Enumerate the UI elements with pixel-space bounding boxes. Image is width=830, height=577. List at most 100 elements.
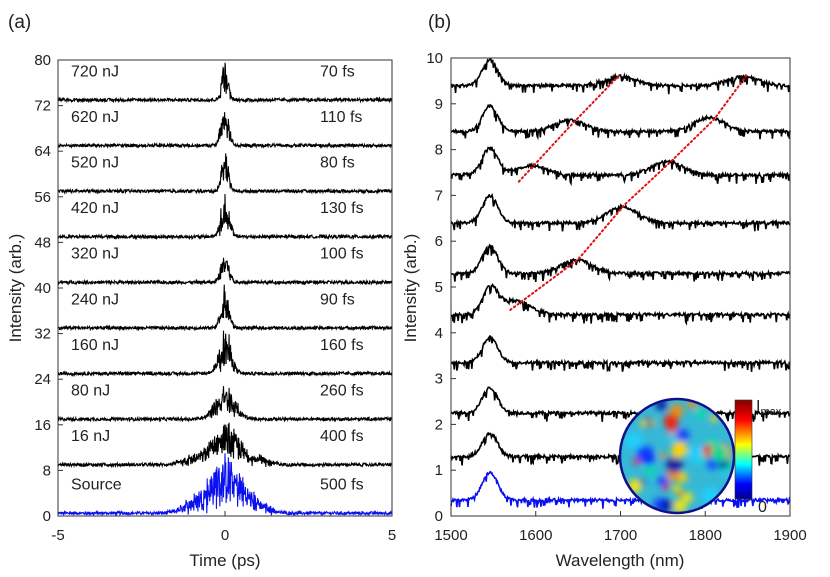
panel-b-x-ticks: 1500 1600 1700 1800 1900 — [434, 511, 807, 544]
panel-b-guide-line — [509, 73, 749, 311]
panel-a-y-tick-label: 8 — [43, 462, 51, 479]
panel-a-trace — [57, 257, 393, 286]
colorbar-max-label: Imax — [756, 398, 782, 418]
panel-a-y-tick-label: 56 — [34, 189, 51, 206]
panel-a-y-axis-label: Intensity (arb.) — [6, 234, 25, 343]
panel-b-spectrum — [450, 470, 791, 509]
inset-speckle — [633, 458, 640, 465]
panel-a-x-axis-label: Time (ps) — [189, 551, 260, 570]
trace-energy-label: 240 nJ — [71, 291, 119, 308]
panel-b-spectrum — [450, 193, 791, 232]
inset-speckle — [661, 499, 674, 513]
trace-energy-label: 160 nJ — [71, 337, 119, 354]
panel-b-y-tick-label: 3 — [435, 371, 443, 388]
panel-b: (b) Imax 0 0 1 2 3 4 5 6 7 8 9 10 1500 1600 1700 1800… — [401, 12, 807, 570]
inset-speckle — [671, 451, 680, 459]
panel-a-y-tick-label: 32 — [34, 326, 51, 343]
panel-b-y-tick-label: 1 — [435, 462, 443, 479]
panel-b-spectra — [450, 57, 791, 509]
trace-energy-label: 520 nJ — [71, 154, 119, 171]
trace-duration-label: 110 fs — [320, 109, 362, 126]
panel-b-spectrum — [450, 103, 791, 141]
inset-speckle — [659, 452, 667, 459]
trace-energy-label: 420 nJ — [71, 200, 119, 217]
inset-speckle — [682, 492, 693, 503]
panel-a-trace-labels: Source 500 fs 16 nJ 400 fs 80 nJ 260 fs 160 nJ… — [71, 63, 364, 493]
panel-b-spectrum — [450, 334, 791, 373]
inset-speckle — [665, 455, 683, 473]
inset-speckle — [710, 444, 728, 463]
panel-a-traces — [57, 62, 393, 517]
inset-colorbar — [734, 399, 753, 500]
inset-speckle — [657, 475, 668, 487]
panel-b-guide-line — [517, 73, 622, 183]
panel-b-y-axis-label: Intensity (arb.) — [401, 234, 420, 343]
inset-speckle — [673, 499, 687, 513]
panel-a-y-tick-label: 72 — [34, 98, 51, 115]
trace-energy-label: 320 nJ — [71, 246, 119, 263]
panel-a-trace — [57, 422, 393, 469]
panel-a-label: (a) — [8, 12, 31, 33]
panel-b-y-tick-label: 6 — [435, 233, 443, 250]
panel-b-spectrum — [450, 146, 791, 187]
panel-a-x-tick-label: 5 — [388, 527, 396, 544]
panel-b-y-tick-label: 8 — [435, 142, 443, 159]
trace-energy-label: 620 nJ — [71, 109, 119, 126]
inset-speckle — [625, 432, 643, 450]
inset-speckle — [667, 432, 677, 442]
panel-b-spectrum — [450, 243, 791, 283]
inset-speckle — [636, 445, 654, 463]
inset-speckle — [723, 470, 730, 477]
panel-b-y-tick-label: 0 — [435, 508, 443, 525]
inset-speckle — [669, 404, 684, 418]
panel-a-y-tick-label: 64 — [34, 143, 51, 160]
panel-b-x-axis-label: Wavelength (nm) — [556, 551, 685, 570]
panel-a-y-tick-label: 48 — [34, 234, 51, 251]
panel-a-x-tick-label: 0 — [221, 527, 229, 544]
panel-a-y-ticks: 0 8 16 24 32 40 48 56 64 72 80 — [34, 52, 63, 525]
panel-a-trace — [57, 330, 393, 378]
panel-a-trace — [57, 112, 393, 150]
panel-b-y-tick-label: 5 — [435, 279, 443, 296]
panel-b-spectrum — [450, 386, 791, 422]
inset-blobs — [625, 399, 732, 513]
panel-a-y-tick-label: 80 — [34, 52, 51, 69]
panel-b-guide-lines — [509, 73, 749, 311]
trace-duration-label: 160 fs — [320, 337, 364, 354]
inset-speckle — [640, 419, 648, 428]
trace-energy-label: 16 nJ — [71, 428, 110, 445]
panel-b-y-tick-label: 2 — [435, 416, 443, 433]
inset-speckle — [710, 414, 718, 423]
panel-b-x-tick-label: 1600 — [519, 527, 552, 544]
panel-a-x-tick-label: -5 — [51, 527, 64, 544]
panel-b-x-tick-label: 1700 — [604, 527, 637, 544]
panel-b-y-tick-label: 10 — [426, 50, 443, 67]
panel-b-y-tick-label: 9 — [435, 96, 443, 113]
inset-speckle — [676, 489, 684, 497]
trace-duration-label: 80 fs — [320, 154, 355, 171]
panel-b-x-tick-label: 1500 — [434, 527, 467, 544]
panel-b-y-tick-label: 4 — [435, 325, 443, 342]
inset-speckle — [695, 408, 706, 419]
trace-duration-label: 260 fs — [320, 382, 364, 399]
panel-b-y-tick-label: 7 — [435, 187, 443, 204]
panel-b-x-tick-label: 1800 — [689, 527, 722, 544]
trace-duration-label: 130 fs — [320, 200, 364, 217]
inset-heatmap: Imax 0 — [618, 397, 782, 516]
inset-speckle — [645, 465, 656, 476]
inset-speckle — [673, 441, 687, 455]
trace-duration-label: 500 fs — [320, 477, 364, 494]
panel-a-y-tick-label: 0 — [43, 508, 51, 525]
panel-b-spectrum — [450, 57, 791, 95]
panel-a-trace — [57, 62, 393, 104]
panel-b-spectrum — [450, 283, 791, 326]
panel-a-trace — [57, 453, 393, 517]
panel-a-trace — [57, 153, 393, 195]
panel-a-x-ticks: -5 0 5 — [51, 511, 396, 544]
colorbar-min-label: 0 — [758, 499, 767, 516]
trace-duration-label: 100 fs — [320, 246, 364, 263]
trace-energy-label: Source — [71, 477, 122, 494]
trace-energy-label: 80 nJ — [71, 382, 110, 399]
